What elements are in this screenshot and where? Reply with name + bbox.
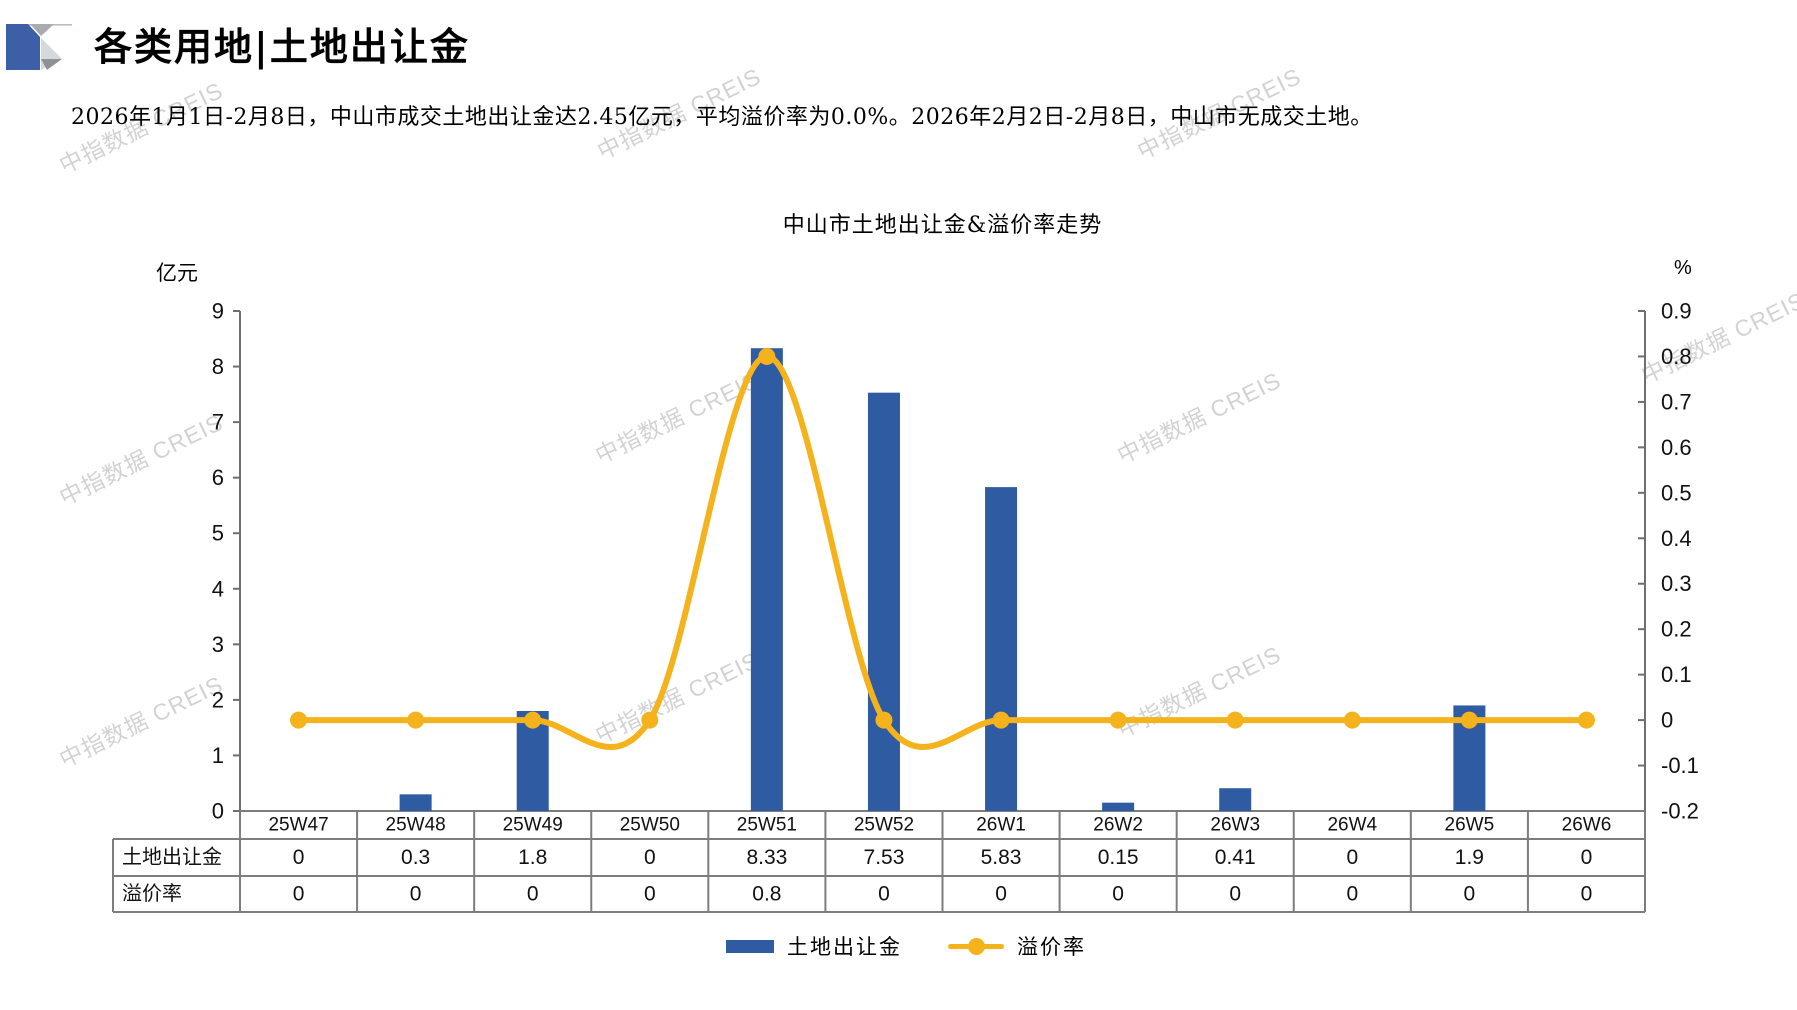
creis-logo-icon (6, 24, 72, 70)
table-cell-land-premium: 5.83 (981, 846, 1022, 869)
line-marker-25W48 (407, 711, 425, 729)
legend-item-land-premium-total: 土地出让金 (726, 931, 902, 961)
line-marker-sample (968, 937, 985, 955)
line-marker-26W5 (1460, 711, 1478, 729)
chart-title: 中山市土地出让金&溢价率走势 (782, 213, 1103, 238)
legend-label: 土地出让金 (787, 935, 902, 959)
table-cell-premium-rate: 0 (1112, 883, 1124, 906)
x-category-label: 26W2 (1093, 815, 1143, 836)
table-cell-land-premium: 0.41 (1215, 846, 1256, 869)
table-cell-land-premium: 8.33 (746, 846, 787, 869)
table-cell-land-premium: 0 (1346, 846, 1358, 869)
left-axis-tick-label: 5 (212, 521, 224, 546)
right-axis-tick-label: 0.6 (1661, 435, 1692, 460)
bar-25W51 (750, 348, 783, 811)
table-cell-premium-rate: 0.8 (752, 883, 781, 906)
x-category-label: 26W1 (976, 815, 1026, 836)
right-axis-tick-label: 0.7 (1661, 389, 1692, 414)
right-axis-tick-label: -0.1 (1661, 753, 1699, 778)
line-marker-25W50 (641, 711, 659, 729)
table-cell-land-premium: 0 (293, 846, 305, 869)
table-cell-premium-rate: 0 (293, 883, 305, 906)
table-cell-premium-rate: 0 (1464, 883, 1476, 906)
right-axis-tick-label: 0.3 (1661, 571, 1692, 596)
left-axis-tick-label: 2 (212, 687, 224, 712)
right-axis-tick-label: 0.1 (1661, 662, 1692, 687)
bar-25W52 (867, 392, 900, 811)
legend-item-premium-rate: 溢价率 (948, 931, 1086, 961)
line-marker-26W1 (992, 711, 1010, 729)
table-cell-land-premium: 0.3 (401, 846, 430, 869)
line-series-swatch (948, 937, 1004, 955)
table-cell-premium-rate: 0 (878, 883, 890, 906)
left-axis-tick-label: 4 (212, 576, 224, 601)
left-axis-tick-label: 3 (212, 632, 224, 657)
x-category-label: 25W51 (737, 815, 797, 836)
table-row-header: 土地出让金 (122, 846, 222, 869)
x-category-label: 25W50 (620, 815, 680, 836)
table-cell-land-premium: 1.9 (1455, 846, 1484, 869)
table-cell-land-premium: 1.8 (518, 846, 547, 869)
line-marker-26W3 (1226, 711, 1244, 729)
bar-26W2 (1102, 802, 1135, 811)
right-axis-tick-label: 0.9 (1661, 299, 1692, 324)
bar-26W1 (985, 487, 1018, 811)
table-cell-premium-rate: 0 (410, 883, 422, 906)
line-marker-25W52 (875, 711, 893, 729)
table-cell-premium-rate: 0 (995, 883, 1007, 906)
table-cell-premium-rate: 0 (644, 883, 656, 906)
left-axis-tick-label: 8 (212, 354, 224, 379)
left-axis-tick-label: 6 (212, 465, 224, 490)
legend-label: 溢价率 (1017, 935, 1086, 959)
table-cell-land-premium: 7.53 (864, 846, 905, 869)
x-category-label: 26W3 (1210, 815, 1260, 836)
left-axis-tick-label: 0 (212, 799, 224, 824)
left-axis-tick-label: 7 (212, 410, 224, 435)
table-cell-land-premium: 0 (1581, 846, 1593, 869)
right-axis-tick-label: -0.2 (1661, 799, 1699, 824)
x-category-label: 26W5 (1445, 815, 1495, 836)
x-category-label: 26W6 (1562, 815, 1612, 836)
table-row-header: 溢价率 (122, 882, 182, 905)
right-axis-unit-label: % (1674, 257, 1692, 279)
bar-26W3 (1219, 788, 1252, 811)
table-cell-land-premium: 0 (644, 846, 656, 869)
x-category-label: 25W52 (854, 815, 914, 836)
table-cell-premium-rate: 0 (1581, 883, 1593, 906)
line-marker-26W2 (1109, 711, 1127, 729)
right-axis-tick-label: 0.8 (1661, 344, 1692, 369)
line-marker-25W49 (524, 711, 542, 729)
page-title: 各类用地|土地出让金 (94, 24, 470, 69)
table-cell-premium-rate: 0 (527, 883, 539, 906)
left-axis-tick-label: 1 (212, 743, 224, 768)
bar-25W48 (399, 794, 432, 811)
left-axis-unit-label: 亿元 (156, 261, 198, 285)
right-axis-tick-label: 0.5 (1661, 480, 1692, 505)
left-axis-tick-label: 9 (212, 299, 224, 324)
bar-series-swatch (726, 939, 774, 953)
right-axis-tick-label: 0.4 (1661, 526, 1692, 551)
line-marker-25W51 (758, 347, 776, 365)
x-category-label: 26W4 (1327, 815, 1377, 836)
line-marker-26W6 (1577, 711, 1595, 729)
table-cell-premium-rate: 0 (1346, 883, 1358, 906)
line-marker-25W47 (290, 711, 308, 729)
premium-rate-line (295, 353, 1590, 750)
line-marker-26W4 (1343, 711, 1361, 729)
x-category-label: 25W49 (503, 815, 563, 836)
table-cell-premium-rate: 0 (1229, 883, 1241, 906)
report-summary: 2026年1月1日-2月8日，中山市成交土地出让金达2.45亿元，平均溢价率为0… (71, 105, 1373, 130)
x-category-label: 25W48 (386, 815, 446, 836)
chart-legend: 土地出让金 溢价率 (10, 930, 1797, 962)
table-cell-land-premium: 0.15 (1098, 846, 1139, 869)
right-axis-tick-label: 0.2 (1661, 617, 1692, 642)
right-axis-tick-label: 0 (1661, 708, 1673, 733)
x-category-label: 25W47 (268, 815, 328, 836)
